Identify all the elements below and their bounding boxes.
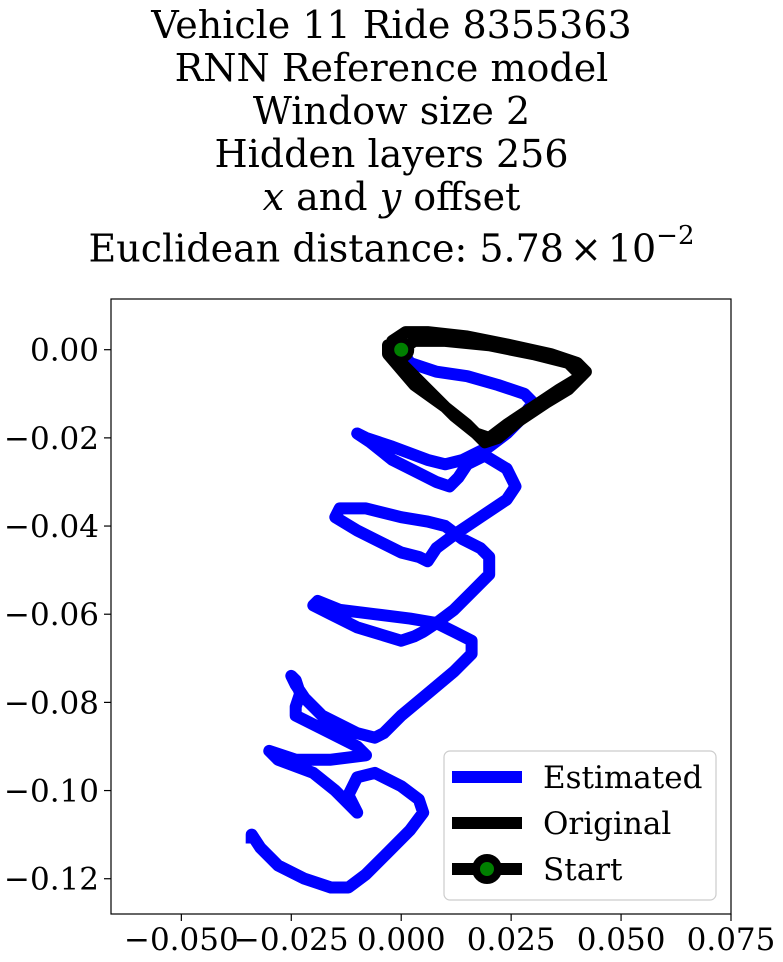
x-tick-label: −0.025 <box>234 922 349 958</box>
legend-start-marker <box>472 854 502 884</box>
start-marker <box>388 336 415 363</box>
series-group <box>245 326 592 894</box>
title-distance-times: × <box>569 226 602 271</box>
x-tick-label: 0.000 <box>357 922 446 958</box>
axes: −0.050−0.025 0.000 0.025 0.050 0.075 0.00 −0.0… <box>4 298 776 958</box>
chart-title: Vehicle 11 Ride 8355363 RNN Reference mo… <box>0 0 783 271</box>
title-offset: offset <box>401 175 521 219</box>
y-tick-label: −0.06 <box>4 597 99 633</box>
plot-area <box>245 326 592 894</box>
title-distance-prefix: Euclidean distance: <box>88 226 480 271</box>
title-distance-base: 10 <box>607 226 657 271</box>
title-line-1: Vehicle 11 Ride 8355363 <box>151 3 632 47</box>
x-tick-label: 0.025 <box>467 922 556 958</box>
y-tick-label: −0.08 <box>4 685 99 721</box>
legend-box <box>443 750 717 901</box>
x-tick-label: −0.050 <box>124 922 239 958</box>
series-line-estimated <box>245 346 540 894</box>
title-line-6: Euclidean distance: 5.78 × 10−2 <box>0 219 783 271</box>
legend-label-original: Original <box>543 806 671 842</box>
y-tick-label: −0.10 <box>4 774 99 810</box>
title-line-2: RNN Reference model <box>174 46 609 90</box>
axes-frame <box>110 298 732 915</box>
title-line-4: Hidden layers 256 <box>214 132 569 176</box>
title-x-symbol: x <box>262 175 285 219</box>
series-line-original <box>382 326 592 449</box>
title-line-3: Window size 2 <box>252 89 531 133</box>
legend-label-estimated: Estimated <box>543 760 702 796</box>
title-and: and <box>284 175 380 219</box>
legend: Estimated Original Start <box>443 750 717 901</box>
title-line-5: x and y offset <box>0 176 783 219</box>
title-y-symbol: y <box>379 175 402 219</box>
x-tick-label: 0.075 <box>687 922 776 958</box>
title-distance-mantissa: 5.78 <box>479 226 564 271</box>
x-tick-label: 0.050 <box>577 922 666 958</box>
y-tick-label: −0.02 <box>4 421 99 457</box>
title-distance-exponent: −2 <box>656 221 695 251</box>
legend-label-start: Start <box>543 852 623 888</box>
y-tick-label: 0.00 <box>30 333 99 369</box>
y-tick-label: −0.04 <box>4 509 99 545</box>
y-tick-label: −0.12 <box>4 862 99 898</box>
